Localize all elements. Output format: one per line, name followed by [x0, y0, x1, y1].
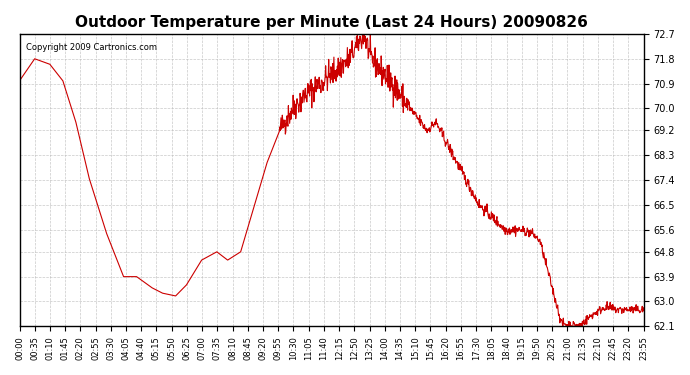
- Text: Copyright 2009 Cartronics.com: Copyright 2009 Cartronics.com: [26, 43, 157, 52]
- Title: Outdoor Temperature per Minute (Last 24 Hours) 20090826: Outdoor Temperature per Minute (Last 24 …: [75, 15, 588, 30]
